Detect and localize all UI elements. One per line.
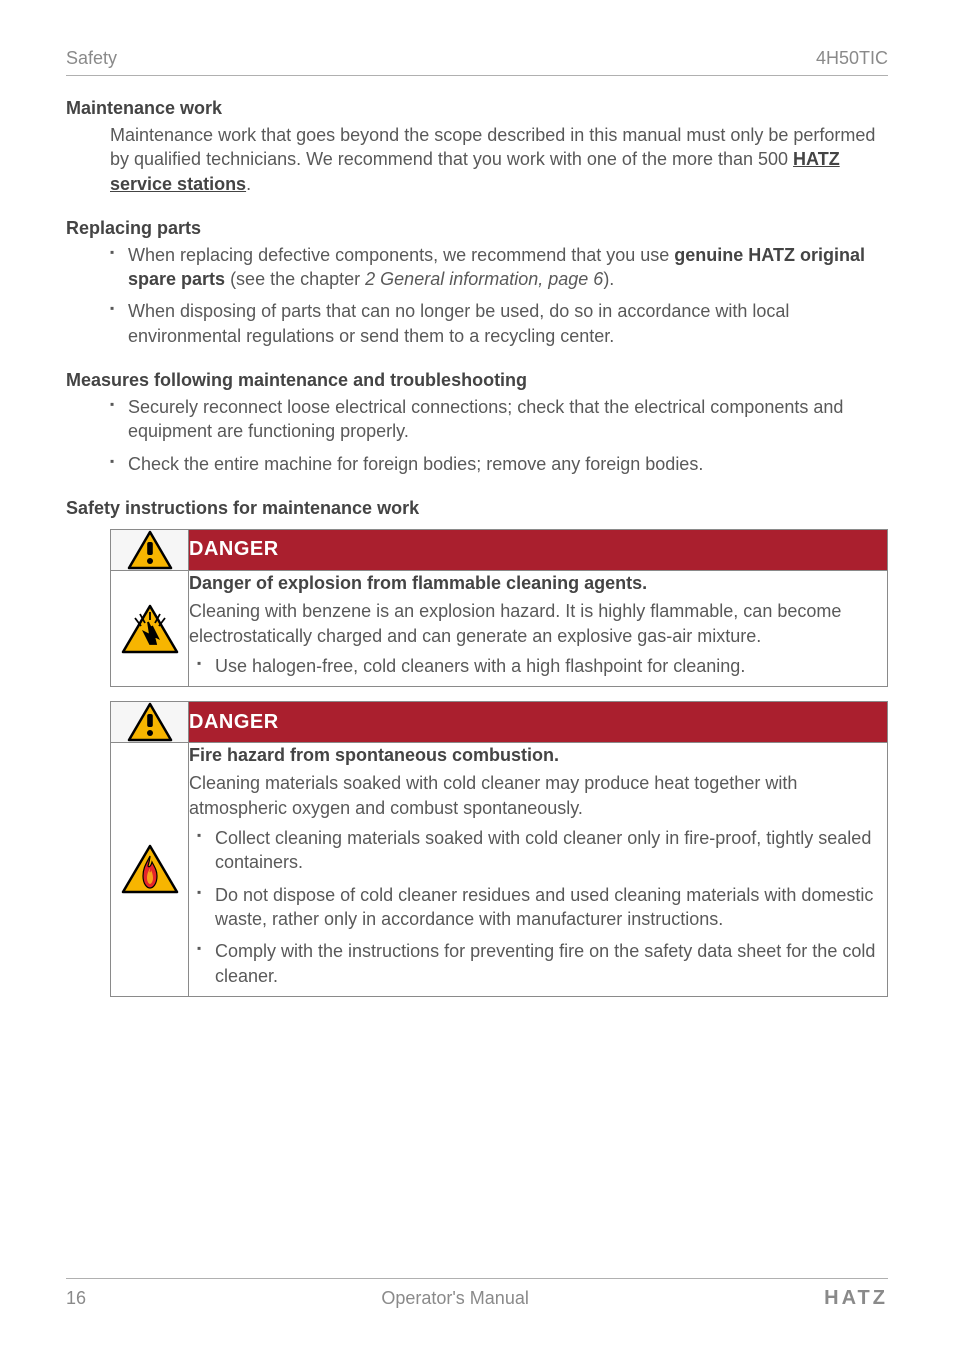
warning-triangle-icon <box>127 702 173 742</box>
maintenance-para-a: Maintenance work that goes beyond the sc… <box>110 125 875 169</box>
danger-box-1: DANGER Danger of explosion from <box>110 529 888 687</box>
page-number: 16 <box>66 1288 86 1309</box>
explosion-icon-cell <box>111 570 189 686</box>
danger-triangle-cell <box>111 529 189 570</box>
danger2-b2: Do not dispose of cold cleaner residues … <box>189 883 887 932</box>
replacing-b1a: When replacing defective components, we … <box>128 245 674 265</box>
safety-instructions-heading: Safety instructions for maintenance work <box>66 498 888 519</box>
footer-brand: HATZ <box>824 1287 888 1310</box>
danger2-b3: Comply with the instructions for prevent… <box>189 939 887 988</box>
danger2-title: Fire hazard from spontaneous combustion. <box>189 743 887 767</box>
maintenance-para: Maintenance work that goes beyond the sc… <box>110 123 888 196</box>
replacing-item-1: When replacing defective components, we … <box>110 243 888 292</box>
danger1-para: Cleaning with benzene is an explosion ha… <box>189 599 887 648</box>
header-left: Safety <box>66 48 117 69</box>
fire-hazard-icon <box>121 844 179 894</box>
measures-heading: Measures following maintenance and troub… <box>66 370 888 391</box>
danger1-content: Danger of explosion from flammable clean… <box>189 570 888 686</box>
replacing-b1d: 2 General information, page 6 <box>365 269 603 289</box>
measures-list: Securely reconnect loose electrical conn… <box>110 395 888 476</box>
danger2-b1: Collect cleaning materials soaked with c… <box>189 826 887 875</box>
explosion-hazard-icon <box>121 604 179 654</box>
footer-center: Operator's Manual <box>381 1288 529 1309</box>
danger1-bullets: Use halogen-free, cold cleaners with a h… <box>189 654 887 678</box>
page-footer: 16 Operator's Manual HATZ <box>66 1278 888 1310</box>
danger-box-2: DANGER Fire hazard from spontaneous comb… <box>110 701 888 997</box>
danger-label-2: DANGER <box>189 702 888 743</box>
maintenance-heading: Maintenance work <box>66 98 888 119</box>
page-header: Safety 4H50TIC <box>66 48 888 76</box>
replacing-b1c: (see the chapter <box>225 269 365 289</box>
replacing-item-2: When disposing of parts that can no long… <box>110 299 888 348</box>
maintenance-para-c: . <box>246 174 251 194</box>
fire-icon-cell <box>111 743 189 997</box>
header-right: 4H50TIC <box>816 48 888 69</box>
danger-triangle-cell-2 <box>111 702 189 743</box>
danger1-title: Danger of explosion from flammable clean… <box>189 571 887 595</box>
danger2-content: Fire hazard from spontaneous combustion.… <box>189 743 888 997</box>
measures-item-1: Securely reconnect loose electrical conn… <box>110 395 888 444</box>
measures-item-2: Check the entire machine for foreign bod… <box>110 452 888 476</box>
danger2-bullets: Collect cleaning materials soaked with c… <box>189 826 887 988</box>
replacing-heading: Replacing parts <box>66 218 888 239</box>
replacing-b1e: ). <box>603 269 614 289</box>
danger2-para: Cleaning materials soaked with cold clea… <box>189 771 887 820</box>
danger-label: DANGER <box>189 529 888 570</box>
danger1-b1: Use halogen-free, cold cleaners with a h… <box>189 654 887 678</box>
warning-triangle-icon <box>127 530 173 570</box>
replacing-list: When replacing defective components, we … <box>110 243 888 348</box>
